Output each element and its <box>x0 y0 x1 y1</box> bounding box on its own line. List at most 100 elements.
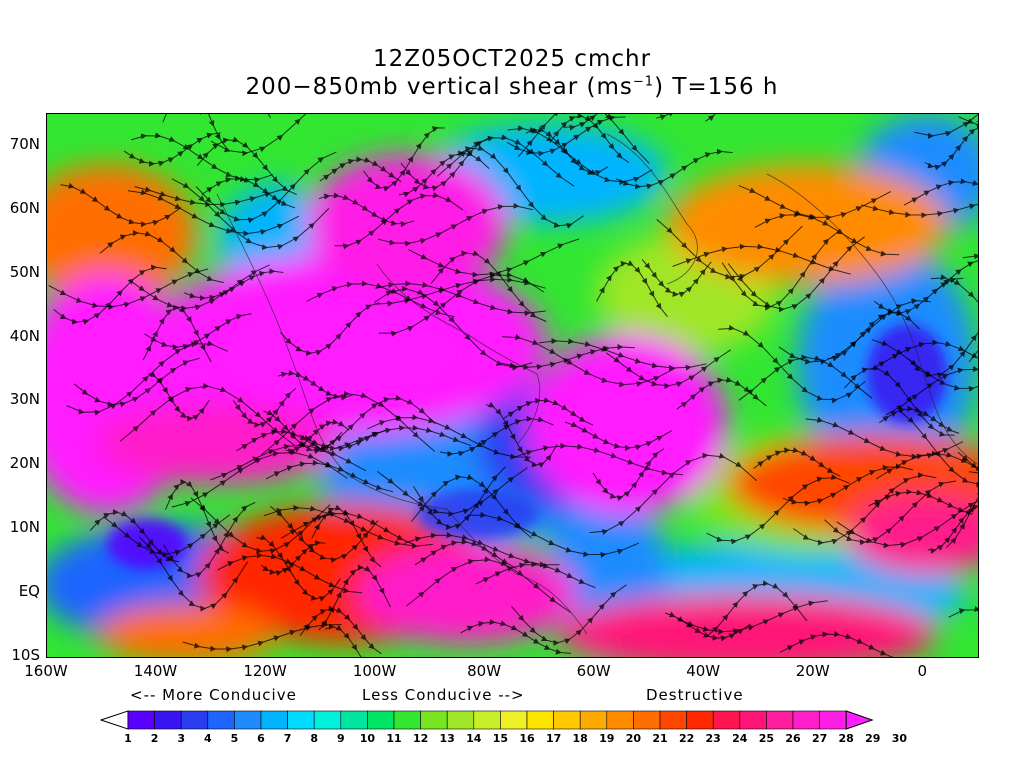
streamline <box>615 148 733 190</box>
legend-swatch <box>180 710 209 730</box>
streamline <box>318 192 415 228</box>
lon-label: 100W <box>352 662 397 680</box>
lon-label: 60W <box>576 662 611 680</box>
streamline <box>914 114 978 139</box>
streamline <box>844 364 955 437</box>
legend-swatch <box>367 710 395 730</box>
legend-swatch <box>712 710 741 730</box>
legend-level-label: 27 <box>811 732 828 745</box>
less-conducive-label: Less Conducive --> <box>362 686 525 704</box>
legend-level-label: 14 <box>466 732 482 745</box>
legend-level-label: 1 <box>124 732 132 745</box>
legend-swatch <box>340 710 368 730</box>
subtitle-text: 200−850mb vertical shear (ms <box>245 74 633 100</box>
legend-level-label: 28 <box>838 732 854 745</box>
legend-level-label: 9 <box>336 732 345 745</box>
streamline <box>363 126 445 192</box>
streamline <box>439 415 554 457</box>
legend-level-label: 12 <box>412 732 429 745</box>
lon-label: 20W <box>795 662 830 680</box>
lon-label: 0 <box>917 662 927 680</box>
legend-swatch <box>792 710 820 730</box>
legend-swatch <box>633 710 661 730</box>
legend-swatch <box>234 710 262 730</box>
destructive-label: Destructive <box>646 686 744 704</box>
legend-level-label: 30 <box>891 732 908 745</box>
legend-swatch <box>766 710 794 730</box>
streamline <box>195 151 337 224</box>
legend-level-label: 4 <box>203 732 212 745</box>
color-legend-bar <box>100 710 874 730</box>
legend-level-label: 22 <box>678 732 695 745</box>
legend-level-label: 18 <box>572 732 588 745</box>
legend-swatch <box>606 710 634 730</box>
legend-level-label: 11 <box>386 732 402 745</box>
lat-label: 30N <box>9 390 40 409</box>
lat-label: 60N <box>9 198 40 217</box>
legend-level-label: 2 <box>150 732 159 745</box>
legend-level-label: 19 <box>599 732 615 745</box>
legend-swatch <box>686 710 714 730</box>
legend-swatch <box>127 710 155 730</box>
legend-swatch <box>659 710 687 730</box>
streamline <box>378 271 545 337</box>
legend-swatch <box>154 710 182 730</box>
streamline <box>718 324 866 404</box>
streamline <box>60 182 182 228</box>
streamline <box>721 230 840 311</box>
lat-label: 10N <box>9 518 40 537</box>
streamline <box>779 631 894 657</box>
legend-arrow-high <box>845 710 874 730</box>
legend-swatch <box>420 710 448 730</box>
legend-swatch <box>260 710 288 730</box>
legend-level-label: 13 <box>439 732 455 745</box>
legend-arrow-low <box>100 710 129 730</box>
streamline <box>502 334 676 388</box>
legend-level-label: 15 <box>492 732 509 745</box>
legend-level-label: 20 <box>625 732 642 745</box>
legend-level-label: 24 <box>732 732 748 745</box>
legend-level-label: 16 <box>519 732 535 745</box>
legend-level-label: 23 <box>705 732 721 745</box>
streamline <box>948 606 978 657</box>
coastlines <box>216 133 978 635</box>
legend-swatch <box>287 710 315 730</box>
legend-level-label: 7 <box>283 732 292 745</box>
streamline <box>935 255 978 295</box>
lat-label: 10S <box>11 646 40 664</box>
lon-label: 120W <box>243 662 287 680</box>
legend-swatch <box>526 710 554 730</box>
legend-swatch <box>473 710 501 730</box>
shear-field-svg <box>47 114 978 657</box>
lat-label: EQ <box>18 582 40 601</box>
legend-level-label: 5 <box>230 732 239 745</box>
more-conducive-label: <-- More Conducive <box>130 686 297 704</box>
streamline <box>930 274 978 354</box>
legend-swatch <box>553 710 581 730</box>
legend-swatch <box>579 710 608 730</box>
legend-swatch <box>739 710 767 730</box>
streamline <box>48 268 209 310</box>
legend-level-label: 17 <box>545 732 562 745</box>
shear-map <box>46 113 979 658</box>
streamline <box>460 618 571 655</box>
map-subtitle: 200−850mb vertical shear (ms−1) T=156 h <box>0 74 1024 100</box>
streamline <box>676 376 767 410</box>
streamline <box>299 605 382 655</box>
lon-label: 140W <box>133 662 178 680</box>
units-exponent: −1 <box>632 74 655 90</box>
streamline <box>507 125 653 186</box>
streamline <box>403 532 560 568</box>
streamline <box>957 446 978 478</box>
legend-level-label: 8 <box>310 732 319 745</box>
streamline <box>805 416 964 460</box>
streamline <box>596 260 668 318</box>
legend-swatch <box>207 710 235 730</box>
streamline <box>924 122 978 171</box>
legend-swatch <box>313 710 342 730</box>
lat-label: 50N <box>9 262 40 281</box>
legend-swatch <box>446 710 475 730</box>
lat-label: 40N <box>9 326 40 345</box>
legend-level-label: 29 <box>865 732 881 745</box>
lon-label: 40W <box>686 662 721 680</box>
